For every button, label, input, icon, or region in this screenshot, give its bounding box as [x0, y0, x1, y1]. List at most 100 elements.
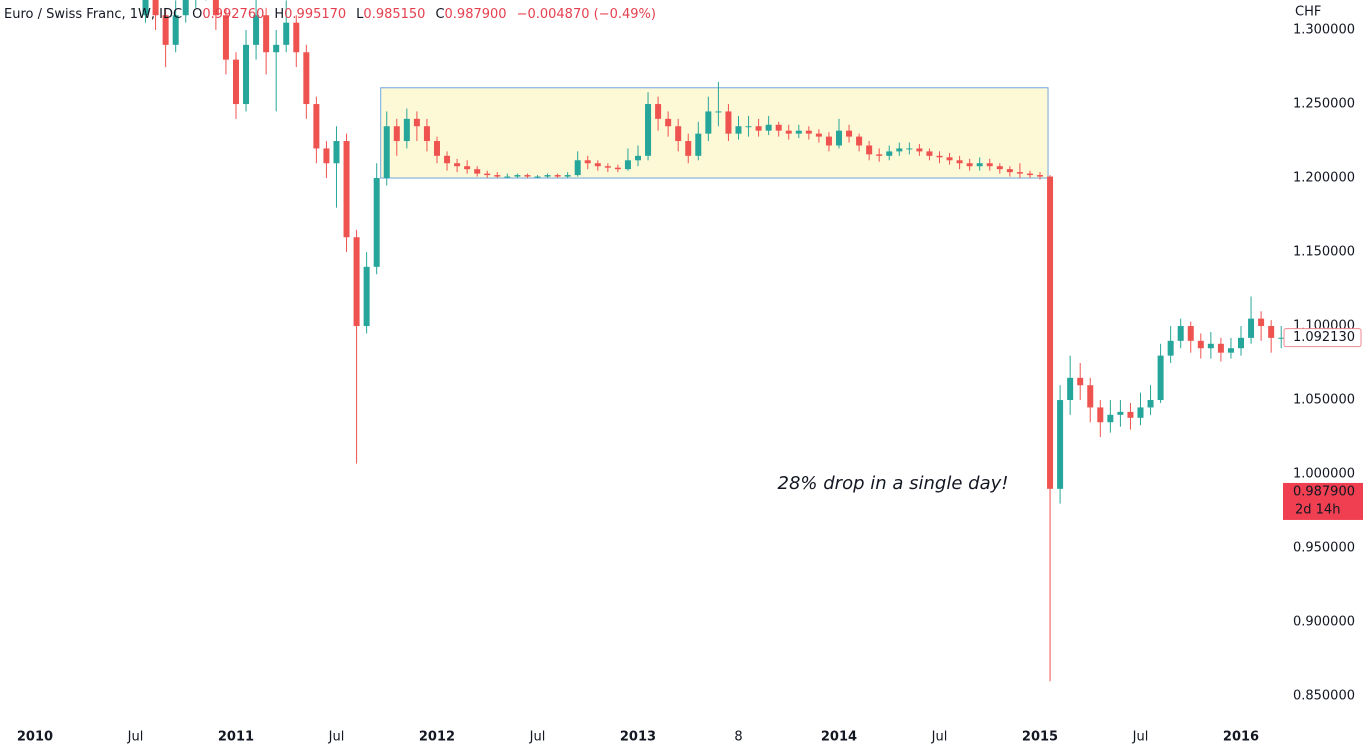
- ohlc-key: H: [274, 7, 285, 22]
- candle-body: [1006, 169, 1013, 173]
- candle-body: [604, 166, 611, 168]
- plot-area: [142, 0, 1285, 682]
- countdown-label: 2d 14h: [1295, 502, 1340, 517]
- last-price-label: 1.092130: [1293, 330, 1355, 345]
- candle-body: [805, 130, 812, 134]
- candle-body: [715, 111, 722, 113]
- candle-body: [1016, 172, 1023, 174]
- candle-body: [524, 175, 531, 177]
- candle-body: [253, 15, 260, 45]
- candle-body: [534, 176, 541, 178]
- candle-body: [886, 151, 893, 156]
- x-tick-label: 2011: [218, 730, 254, 745]
- x-tick-label: 2012: [419, 730, 455, 745]
- candle-body: [212, 0, 219, 16]
- candle-body: [665, 118, 672, 127]
- x-tick-label: Jul: [529, 730, 546, 745]
- candle-body: [454, 163, 461, 167]
- highlight-box: [380, 87, 1049, 179]
- current-price-tag: [1283, 482, 1363, 520]
- last-price-tag: [1283, 328, 1362, 348]
- candle-body: [735, 126, 742, 134]
- candle-body: [514, 175, 521, 177]
- x-tick-label: Jul: [328, 730, 345, 745]
- candle-body: [614, 167, 621, 170]
- candle-body: [1167, 340, 1174, 356]
- candle-body: [363, 266, 370, 327]
- candle-body: [1047, 176, 1054, 489]
- candle-body: [1026, 173, 1033, 176]
- y-unit: CHF: [1295, 5, 1321, 20]
- candle-body: [1258, 318, 1265, 327]
- candle-body: [1207, 343, 1214, 349]
- candle-body: [222, 15, 229, 60]
- candle-body: [232, 59, 239, 105]
- annotation: 28% drop in a single day!: [778, 473, 1009, 494]
- x-tick-label: 2014: [821, 730, 857, 745]
- candle-body: [966, 163, 973, 167]
- candle-body: [725, 111, 732, 134]
- y-tick-label: 1.000000: [1293, 467, 1355, 482]
- x-tick-label: 2013: [620, 730, 656, 745]
- ohlc-key: O: [192, 7, 203, 22]
- x-tick-label: 2016: [1223, 730, 1259, 745]
- candle-body: [474, 169, 481, 174]
- candle-body: [996, 166, 1003, 170]
- candle-body: [564, 175, 571, 177]
- candle-body: [1107, 414, 1114, 423]
- candle-body: [162, 15, 169, 45]
- candle-body: [444, 155, 451, 164]
- y-tick-label: 1.050000: [1293, 393, 1355, 408]
- candle-body: [1087, 385, 1094, 408]
- candle-body: [1217, 343, 1224, 353]
- candle-body: [1187, 326, 1194, 341]
- candle-body: [705, 111, 712, 134]
- candle-body: [795, 130, 802, 134]
- candle-body: [1177, 326, 1184, 341]
- candle-body: [273, 44, 280, 53]
- y-tick-label: 1.200000: [1293, 171, 1355, 186]
- candle-body: [263, 15, 270, 53]
- candle-body: [755, 126, 762, 131]
- ohlc-value: 0.992760: [202, 7, 265, 22]
- candle-body: [393, 126, 400, 142]
- change: −0.004870 (−0.49%): [516, 7, 656, 22]
- candle-body: [142, 0, 149, 16]
- current-price-label: 0.987900: [1293, 484, 1355, 499]
- candle-body: [293, 22, 300, 53]
- candle-body: [896, 148, 903, 152]
- candle-body: [866, 145, 873, 155]
- candle-body: [172, 15, 179, 45]
- candle-body: [906, 148, 913, 150]
- candle-body: [554, 175, 561, 177]
- legend-header: Euro / Swiss Franc, 1W, IDC O0.992760 H 0.9…: [4, 7, 666, 22]
- candle-body: [1077, 377, 1084, 386]
- candle-body: [765, 124, 772, 131]
- candle-body: [1227, 348, 1234, 353]
- candle-body: [403, 118, 410, 142]
- candle-body: [936, 155, 943, 158]
- candle-body: [815, 133, 822, 137]
- y-tick-label: 0.850000: [1293, 689, 1355, 704]
- candle-body: [1037, 175, 1043, 177]
- candle-body: [785, 130, 792, 134]
- candle-body: [745, 126, 752, 128]
- ohlc-value: 0.987900: [444, 7, 507, 22]
- y-tick-label: 1.150000: [1293, 245, 1355, 260]
- candle-body: [413, 118, 420, 127]
- candle-body: [846, 130, 853, 137]
- candle-body: [655, 104, 662, 119]
- candle-body: [825, 136, 832, 146]
- candle-body: [634, 155, 641, 161]
- candle-body: [1117, 411, 1124, 415]
- candle-body: [1067, 377, 1074, 401]
- candle-body: [1057, 400, 1064, 489]
- candle-body: [494, 175, 501, 177]
- symbol: Euro / Swiss Franc, 1W, IDC: [4, 7, 183, 22]
- candle-body: [243, 44, 250, 105]
- ohlc: O0.992760 H0.995170 L0.985150 C0.987900: [192, 7, 516, 22]
- candle-body: [775, 124, 782, 131]
- candle-body: [986, 163, 993, 167]
